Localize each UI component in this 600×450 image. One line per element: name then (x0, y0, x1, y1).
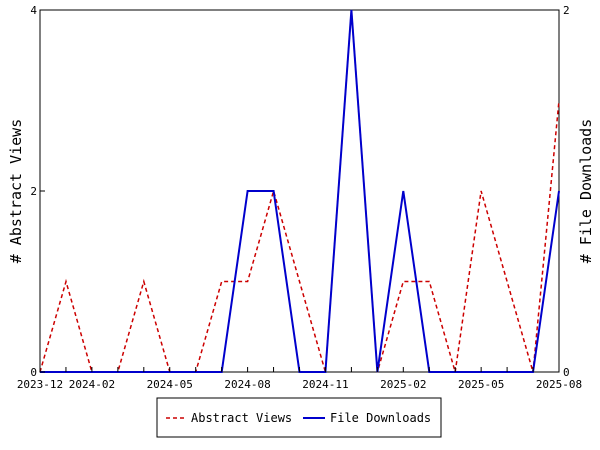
x-tick-label-2025-08: 2025-08 (536, 378, 582, 391)
x-tick-label-2024-08: 2024-08 (224, 378, 270, 391)
y-axis-left-title: # Abstract Views (7, 119, 25, 264)
y-right-tick-label-0: 0 (563, 366, 570, 379)
legend-box (156, 397, 442, 438)
y-left-tick-label-0: 0 (30, 366, 37, 379)
y-axis-right-title: # File Downloads (577, 119, 595, 264)
legend-label-file-downloads: File Downloads (330, 411, 431, 425)
legend: Abstract Views File Downloads (156, 397, 442, 438)
x-tick-label-2025-05: 2025-05 (458, 378, 504, 391)
x-tick-label-2024-11: 2024-11 (302, 378, 348, 391)
legend-label-abstract-views: Abstract Views (191, 411, 292, 425)
x-tick-label-2023-12: 2023-12 (17, 378, 63, 391)
y-right-tick-label-2: 2 (563, 4, 570, 17)
x-tick-label-2024-02: 2024-02 (69, 378, 115, 391)
y-left-tick-label-4: 4 (30, 4, 37, 17)
y-left-tick-label-2: 2 (30, 185, 37, 198)
x-tick-label-2025-02: 2025-02 (380, 378, 426, 391)
plot-area (39, 9, 560, 373)
axis-layer: 2023-12 2024-02 2024-05 2024-08 2024-11 2025-… (17, 4, 582, 391)
x-tick-label-2024-05: 2024-05 (147, 378, 193, 391)
series-line-abstract-views (39, 9, 560, 373)
